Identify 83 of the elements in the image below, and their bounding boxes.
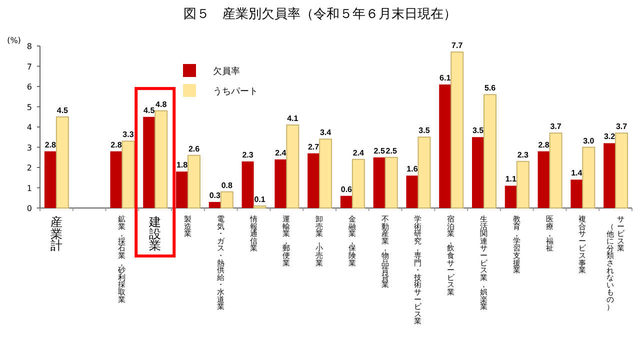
data-label: 7.7 <box>452 41 464 50</box>
y-tick-label: 6 <box>26 82 32 92</box>
data-label: 2.8 <box>110 140 122 150</box>
bar <box>439 84 452 208</box>
bar <box>484 94 496 208</box>
data-label: 6.1 <box>440 73 452 82</box>
y-tick-label: 8 <box>26 42 32 51</box>
bar <box>208 202 221 208</box>
data-label: 2.8 <box>538 140 550 150</box>
data-label: 3.4 <box>320 128 332 138</box>
data-label: 2.5 <box>374 146 386 156</box>
y-tick-label: 0 <box>26 204 32 213</box>
bar <box>110 151 122 208</box>
y-tick-label: 2 <box>26 164 32 172</box>
data-label: 0.8 <box>221 180 233 190</box>
data-label: 4.8 <box>156 100 168 109</box>
bar <box>242 161 254 208</box>
legend-label: 欠員率 <box>213 66 240 77</box>
y-tick-label: 4 <box>26 123 32 132</box>
bar <box>472 137 484 208</box>
data-label: 2.4 <box>352 148 365 158</box>
data-label: 0.3 <box>209 190 221 200</box>
bar <box>450 52 464 208</box>
data-label: 4.5 <box>56 106 69 115</box>
bar <box>308 153 320 208</box>
bar <box>154 110 168 208</box>
data-label: 2.8 <box>44 140 57 150</box>
data-label: 1.4 <box>571 168 583 178</box>
bar <box>504 186 517 208</box>
bar <box>604 143 616 208</box>
y-tick-label: 1 <box>26 184 32 193</box>
bar <box>352 158 365 208</box>
data-label: 3.5 <box>472 126 484 136</box>
data-label: 3.7 <box>550 122 562 132</box>
bar <box>286 124 300 208</box>
data-label: 1.1 <box>505 174 517 184</box>
data-label: 3.7 <box>616 122 628 132</box>
data-label: 3.0 <box>583 136 595 146</box>
y-tick-label: 3 <box>26 143 32 152</box>
bar <box>122 140 135 208</box>
bar <box>373 157 386 208</box>
data-label: 3.2 <box>604 132 616 142</box>
data-label: 4.5 <box>144 106 156 115</box>
data-label: 2.4 <box>275 148 287 158</box>
data-label: 2.6 <box>188 144 200 154</box>
bar <box>274 159 287 208</box>
data-label: 3.3 <box>122 130 134 140</box>
x-tick-label: 産業計 <box>50 215 62 253</box>
data-label: 3.5 <box>418 126 430 136</box>
bar <box>188 154 200 208</box>
bar <box>549 132 562 208</box>
data-label: 4.1 <box>287 114 299 123</box>
data-label: 0.1 <box>254 194 266 204</box>
bar <box>253 205 266 208</box>
y-tick-label: 5 <box>26 102 32 112</box>
bar <box>516 160 530 208</box>
bar <box>340 196 352 208</box>
bar <box>570 180 583 208</box>
data-label: 1.8 <box>176 160 188 170</box>
data-label: 0.6 <box>340 184 353 194</box>
bar <box>384 156 398 208</box>
bar <box>220 191 234 208</box>
data-label: 5.6 <box>484 84 496 93</box>
data-label: 2.7 <box>308 142 320 152</box>
y-tick-label: 7 <box>26 62 32 72</box>
data-label: 1.6 <box>406 164 418 174</box>
bar <box>406 176 418 208</box>
data-label: 2.5 <box>386 146 398 156</box>
data-label: 2.3 <box>517 150 529 160</box>
bar <box>538 151 550 208</box>
bar <box>319 138 332 208</box>
chart-title: 図５ 産業別欠員率（令和５年６月末日現在） <box>184 6 456 21</box>
bar <box>143 116 156 208</box>
bar <box>582 146 596 208</box>
bar <box>56 116 69 208</box>
bar <box>418 136 431 208</box>
x-tick-label: 建設業 <box>148 215 162 253</box>
bar <box>615 132 628 208</box>
data-label: 2.3 <box>242 150 254 160</box>
legend-label: うちパート <box>213 87 258 97</box>
y-axis-title: (%) <box>7 36 21 45</box>
bar <box>176 172 188 208</box>
bar <box>44 151 56 208</box>
